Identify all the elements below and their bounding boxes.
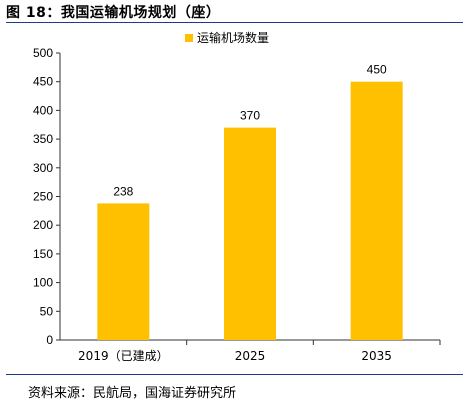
footer-rule — [6, 374, 463, 375]
y-tick-label: 50 — [40, 304, 54, 318]
y-tick-label: 300 — [33, 161, 53, 175]
bar — [97, 203, 150, 340]
source-note: 资料来源：民航局，国海证券研究所 — [28, 386, 237, 401]
y-tick-label: 0 — [46, 333, 53, 347]
figure-footer: 资料来源：民航局，国海证券研究所 — [6, 370, 463, 401]
chart-svg: 运输机场数量 0 50 100 150 200 250 300 350 400 450 500 238 2… — [33, 30, 441, 363]
y-tick-label: 250 — [33, 190, 53, 204]
y-tick-label: 450 — [33, 75, 53, 89]
y-tick-label: 500 — [33, 46, 53, 60]
x-tick-label: 2019（已建成） — [78, 349, 169, 363]
y-tick-label: 400 — [33, 103, 53, 117]
y-tick-label: 100 — [33, 276, 53, 290]
header-rule — [6, 22, 463, 23]
data-label: 450 — [367, 63, 387, 77]
y-tick-label: 350 — [33, 132, 53, 146]
y-tick-label: 200 — [33, 218, 53, 232]
legend-swatch — [185, 34, 193, 42]
bar — [350, 81, 403, 340]
y-tick-label: 150 — [33, 247, 53, 261]
figure-title: 图 18：我国运输机场规划（座） — [6, 5, 221, 21]
bar — [224, 127, 276, 341]
figure-header: 图 18：我国运输机场规划（座） — [6, 0, 463, 24]
x-tick-label: 2035 — [361, 349, 392, 363]
legend-label: 运输机场数量 — [197, 30, 269, 45]
bar-chart: 运输机场数量 0 50 100 150 200 250 300 350 400 450 500 238 2… — [0, 24, 469, 370]
data-label: 238 — [113, 184, 133, 198]
data-label: 370 — [240, 109, 260, 123]
x-tick-label: 2025 — [235, 349, 266, 363]
